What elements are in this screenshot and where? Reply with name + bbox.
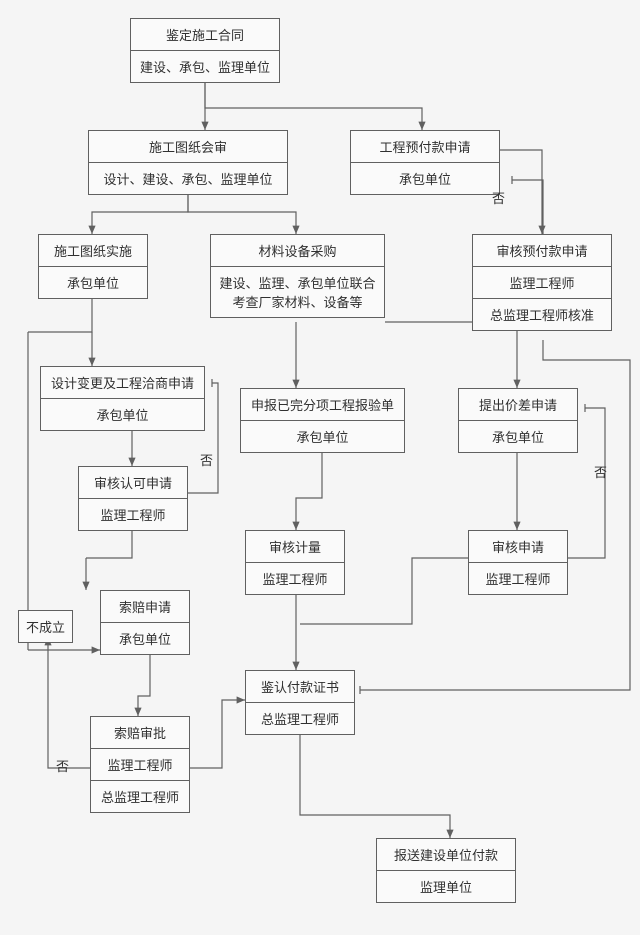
edge-1 [205,80,422,130]
edge-3 [512,176,543,234]
node-title: 材料设备采购 [211,235,384,267]
node-title: 审核认可申请 [79,467,187,499]
edge-19 [138,651,150,716]
flow-node-n17: 报送建设单位付款监理单位 [376,838,516,903]
node-title: 审核申请 [469,531,567,563]
node-title: 索赔申请 [101,591,189,623]
node-sub: 承包单位 [41,399,204,430]
edge-10 [385,322,517,388]
node-sub: 建设、承包、监理单位 [131,51,279,82]
flow-node-n4: 施工图纸实施承包单位 [38,234,148,299]
node-title: 报送建设单位付款 [377,839,515,871]
flow-node-n14: 不成立 [18,610,73,643]
node-sub: 监理工程师 [91,749,189,781]
node-title: 工程预付款申请 [351,131,499,163]
node-sub: 监理工程师 [246,563,344,594]
node-title: 鉴定施工合同 [131,19,279,51]
node-sub: 承包单位 [101,623,189,654]
flow-node-n15: 索赔审批监理工程师总监理工程师 [90,716,190,813]
node-title: 设计变更及工程洽商申请 [41,367,204,399]
flow-node-n2: 施工图纸会审设计、建设、承包、监理单位 [88,130,288,195]
edge-21 [190,700,245,768]
edge-2 [500,150,542,234]
node-title: 申报已完分项工程报验单 [241,389,404,421]
node-sub: 承包单位 [459,421,577,452]
edge-5 [188,192,296,234]
edge-16 [86,527,132,558]
edge-label-l4: 否 [56,756,69,775]
node-sub: 设计、建设、承包、监理单位 [89,163,287,194]
flow-node-n13: 索赔申请承包单位 [100,590,190,655]
node-sub: 承包单位 [351,163,499,194]
edge-label-l1: 否 [492,188,505,207]
edge-13 [296,450,322,530]
node-title: 提出价差申请 [459,389,577,421]
node-sub: 承包单位 [39,267,147,298]
node-sub: 总监理工程师核准 [473,299,611,330]
edge-label-l2: 否 [200,450,213,469]
flow-node-n5: 材料设备采购建设、监理、承包单位联合考查厂家材料、设备等 [210,234,385,318]
flow-node-n10: 审核认可申请监理工程师 [78,466,188,531]
node-title: 索赔审批 [91,717,189,749]
flow-node-n7: 设计变更及工程洽商申请承包单位 [40,366,205,431]
node-title: 不成立 [19,611,72,642]
edge-label-l3: 否 [594,462,607,481]
flow-node-n11: 审核计量监理工程师 [245,530,345,595]
node-title: 施工图纸实施 [39,235,147,267]
edge-4 [92,192,188,234]
edge-6 [28,297,92,332]
node-sub: 监理单位 [377,871,515,902]
edge-20 [48,637,90,768]
node-sub: 承包单位 [241,421,404,452]
flow-node-n3: 工程预付款申请承包单位 [350,130,500,195]
node-title: 施工图纸会审 [89,131,287,163]
flow-node-n12: 审核申请监理工程师 [468,530,568,595]
node-sub: 建设、监理、承包单位联合考查厂家材料、设备等 [211,267,384,317]
flow-node-n9: 提出价差申请承包单位 [458,388,578,453]
node-title: 审核计量 [246,531,344,563]
node-title: 鉴认付款证书 [246,671,354,703]
edge-25 [300,732,450,838]
flow-node-n1: 鉴定施工合同建设、承包、监理单位 [130,18,280,83]
node-sub: 监理工程师 [79,499,187,530]
node-sub: 监理工程师 [469,563,567,594]
node-title: 审核预付款申请 [473,235,611,267]
node-sub: 监理工程师 [473,267,611,299]
node-sub: 总监理工程师 [246,703,354,734]
flow-node-n8: 申报已完分项工程报验单承包单位 [240,388,405,453]
flow-node-n16: 鉴认付款证书总监理工程师 [245,670,355,735]
flow-node-n6: 审核预付款申请监理工程师总监理工程师核准 [472,234,612,331]
node-sub: 总监理工程师 [91,781,189,812]
